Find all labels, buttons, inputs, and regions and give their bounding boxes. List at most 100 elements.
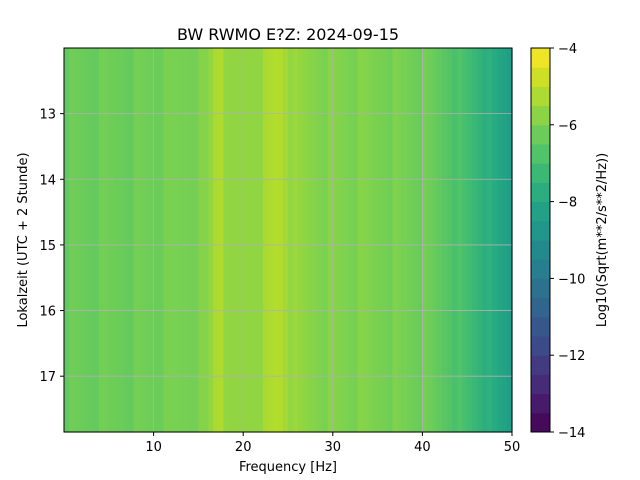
heatmap-cell (168, 232, 175, 237)
heatmap-cell (153, 124, 160, 129)
heatmap-cell (467, 128, 473, 133)
heatmap-cell (273, 132, 279, 137)
heatmap-cell (168, 56, 175, 61)
heatmap-cell (377, 64, 384, 69)
heatmap-cell (412, 124, 419, 129)
heatmap-cell (297, 176, 304, 181)
heatmap-cell (288, 160, 294, 165)
heatmap-cell (223, 168, 229, 173)
heatmap-cell (153, 172, 160, 177)
heatmap-cell (317, 88, 324, 93)
heatmap-cell (153, 128, 160, 133)
heatmap-cell (432, 196, 438, 201)
heatmap-cell (118, 112, 125, 117)
heatmap-cell (238, 232, 244, 237)
heatmap-cell (143, 252, 150, 257)
heatmap-cell (432, 88, 438, 93)
heatmap-cell (118, 100, 125, 105)
heatmap-cell (228, 132, 234, 137)
heatmap-cell (292, 168, 299, 173)
heatmap-cell (482, 132, 488, 137)
heatmap-cell (382, 256, 389, 261)
heatmap-cell (273, 124, 279, 129)
heatmap-cell (143, 112, 150, 117)
heatmap-cell (208, 92, 214, 97)
heatmap-cell (422, 164, 428, 169)
heatmap-cell (352, 160, 359, 165)
heatmap-cell (88, 120, 95, 125)
heatmap-cell (372, 244, 379, 249)
heatmap-cell (268, 88, 274, 93)
heatmap-cell (472, 216, 478, 221)
heatmap-cell (78, 148, 85, 153)
heatmap-cell (402, 128, 409, 133)
heatmap-cell (452, 72, 458, 77)
heatmap-cell (382, 180, 389, 185)
heatmap-cell (487, 68, 493, 73)
heatmap-cell (228, 200, 234, 205)
heatmap-cell (472, 176, 478, 181)
heatmap-cell (148, 168, 155, 173)
heatmap-cell (467, 192, 473, 197)
heatmap-cell (467, 228, 473, 233)
heatmap-cell (342, 228, 349, 233)
heatmap-cell (307, 96, 314, 101)
heatmap-cell (88, 48, 95, 53)
heatmap-cell (302, 168, 309, 173)
heatmap-cell (73, 112, 80, 117)
heatmap-cell (407, 180, 414, 185)
heatmap-cell (238, 68, 244, 73)
heatmap-cell (258, 264, 264, 269)
heatmap-cell (273, 204, 279, 209)
heatmap-cell (83, 216, 90, 221)
heatmap-cell (178, 252, 185, 257)
heatmap-cell (188, 156, 195, 161)
heatmap-cell (337, 76, 344, 81)
heatmap-cell (213, 256, 219, 261)
heatmap-cell (128, 92, 135, 97)
heatmap-cell (362, 224, 369, 229)
heatmap-cell (188, 172, 195, 177)
heatmap-cell (258, 184, 264, 189)
heatmap-cell (83, 128, 90, 133)
heatmap-cell (103, 60, 110, 65)
heatmap-cell (118, 256, 125, 261)
heatmap-cell (407, 96, 414, 101)
heatmap-cell (332, 256, 339, 261)
heatmap-cell (412, 64, 419, 69)
heatmap-cell (268, 184, 274, 189)
heatmap-cell (427, 160, 433, 165)
heatmap-cell (68, 156, 75, 161)
heatmap-cell (173, 152, 180, 157)
heatmap-cell (78, 172, 85, 177)
heatmap-cell (208, 212, 214, 217)
heatmap-cell (322, 232, 329, 237)
heatmap-cell (103, 140, 110, 145)
heatmap-cell (138, 228, 145, 233)
heatmap-cell (123, 200, 130, 205)
heatmap-cell (283, 104, 289, 109)
heatmap-cell (78, 180, 85, 185)
heatmap-cell (118, 176, 125, 181)
heatmap-cell (288, 68, 294, 73)
heatmap-cell (487, 104, 493, 109)
heatmap-cell (332, 112, 339, 117)
heatmap-cell (302, 60, 309, 65)
heatmap-cell (113, 136, 120, 141)
heatmap-cell (367, 208, 374, 213)
heatmap-cell (98, 240, 105, 245)
heatmap-cell (497, 136, 503, 141)
heatmap-cell (492, 172, 498, 177)
heatmap-cell (148, 188, 155, 193)
heatmap-cell (302, 240, 309, 245)
heatmap-cell (317, 112, 324, 117)
heatmap-cell (382, 60, 389, 65)
heatmap-cell (507, 140, 513, 145)
heatmap-cell (218, 208, 224, 213)
heatmap-cell (317, 208, 324, 213)
heatmap-cell (307, 168, 314, 173)
heatmap-cell (248, 188, 254, 193)
heatmap-cell (138, 176, 145, 181)
heatmap-cell (377, 236, 384, 241)
heatmap-cell (73, 248, 80, 253)
